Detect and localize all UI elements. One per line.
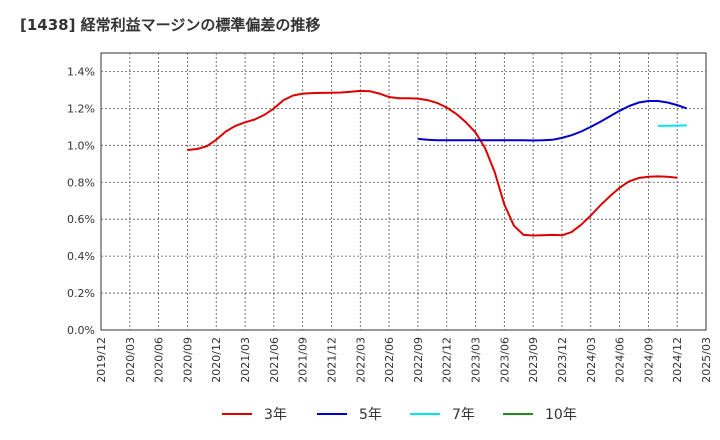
y-tick-label: 0.6% [67, 213, 95, 226]
x-tick-label: 2022/09 [412, 337, 425, 383]
chart-title: [1438] 経常利益マージンの標準偏差の推移 [20, 16, 321, 34]
legend-label: 3年 [264, 407, 287, 423]
series-line-2 [417, 100, 688, 142]
y-tick-label: 0.8% [67, 176, 95, 189]
x-tick-label: 2023/06 [498, 337, 511, 383]
x-axis: 2019/12 2020/03 2020/06 2020/09 2020/12 2021/… [95, 337, 713, 383]
y-tick-label: 0.0% [67, 324, 95, 337]
y-tick-label: 1.4% [67, 65, 95, 78]
x-tick-label: 2021/09 [297, 337, 310, 383]
x-tick-label: 2025/03 [700, 337, 713, 383]
x-tick-label: 2020/06 [153, 337, 166, 383]
x-tick-label: 2021/12 [325, 337, 338, 383]
x-tick-label: 2020/09 [181, 337, 194, 383]
x-tick-label: 2022/06 [383, 337, 396, 383]
x-tick-label: 2023/12 [556, 337, 569, 383]
y-tick-label: 1.0% [67, 139, 95, 152]
x-tick-label: 2022/12 [441, 337, 454, 383]
y-tick-label: 0.2% [67, 287, 95, 300]
x-tick-label: 2020/03 [124, 337, 137, 383]
legend-label: 5年 [359, 407, 382, 423]
x-tick-label: 2024/06 [614, 337, 627, 383]
series-lines [187, 89, 688, 237]
x-tick-label: 2022/03 [354, 337, 367, 383]
x-tick-label: 2021/03 [239, 337, 252, 383]
plot-area [100, 52, 707, 331]
legend-label: 7年 [452, 407, 475, 423]
series-line-3 [657, 124, 687, 127]
legend: 3年 5年 7年 10年 [222, 407, 577, 423]
y-tick-label: 1.2% [67, 102, 95, 115]
grid-lines [101, 53, 706, 330]
x-tick-label: 2020/12 [210, 337, 223, 383]
x-tick-label: 2024/12 [671, 337, 684, 383]
legend-label: 10年 [545, 407, 577, 423]
x-tick-label: 2024/03 [585, 337, 598, 383]
x-tick-label: 2019/12 [95, 337, 108, 383]
series-line-1 [187, 89, 678, 237]
x-tick-label: 2023/09 [527, 337, 540, 383]
x-tick-label: 2021/06 [268, 337, 281, 383]
y-tick-label: 0.4% [67, 250, 95, 263]
x-tick-label: 2024/09 [642, 337, 655, 383]
x-tick-label: 2023/03 [470, 337, 483, 383]
y-axis: 0.0% 0.2% 0.4% 0.6% 0.8% 1.0% 1.2% 1.4% [67, 65, 95, 337]
